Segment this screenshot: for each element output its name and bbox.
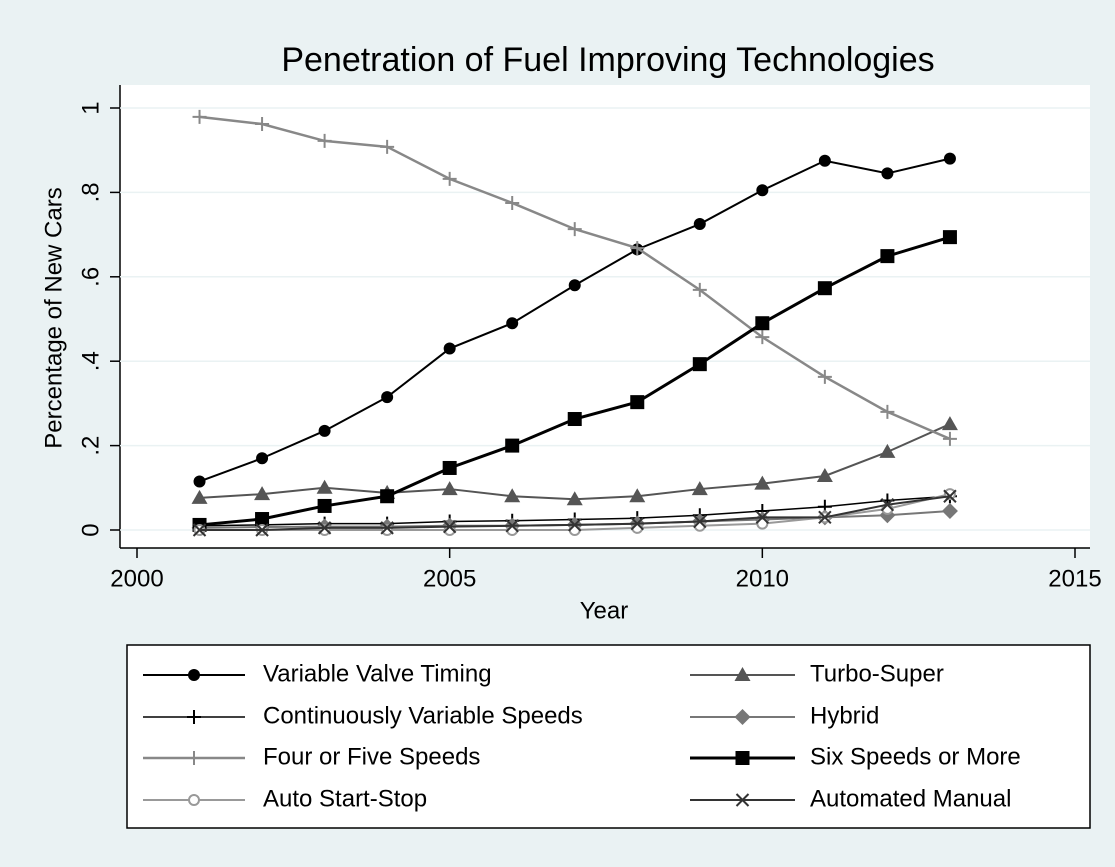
x-tick-label: 2005 xyxy=(423,565,476,592)
marker xyxy=(255,117,270,132)
legend-marker xyxy=(734,667,751,681)
marker xyxy=(880,404,895,419)
y-axis-title: Percentage of New Cars xyxy=(40,187,67,448)
plot-area xyxy=(120,85,1090,548)
legend-label: Automated Manual xyxy=(810,785,1011,812)
marker xyxy=(255,523,269,537)
marker xyxy=(630,516,644,531)
marker xyxy=(691,481,708,496)
marker xyxy=(316,479,333,494)
marker xyxy=(755,316,770,331)
marker xyxy=(255,512,270,527)
marker xyxy=(942,431,957,446)
marker xyxy=(505,519,519,533)
marker xyxy=(756,184,769,197)
marker xyxy=(192,109,207,124)
marker xyxy=(941,503,958,520)
marker xyxy=(881,167,894,180)
legend-marker xyxy=(735,793,750,807)
marker xyxy=(317,133,332,148)
marker xyxy=(942,230,957,245)
marker xyxy=(567,222,582,237)
x-tick-label: 2015 xyxy=(1048,565,1101,592)
marker xyxy=(193,475,206,488)
marker xyxy=(630,395,645,410)
marker xyxy=(317,521,332,535)
marker xyxy=(568,518,582,532)
marker xyxy=(254,486,271,501)
marker xyxy=(692,282,707,297)
marker xyxy=(755,510,770,525)
marker xyxy=(506,317,519,330)
marker xyxy=(943,152,956,165)
legend-label: Continuously Variable Speeds xyxy=(263,702,583,729)
marker xyxy=(755,330,770,345)
marker xyxy=(380,489,395,504)
y-tick-label: .8 xyxy=(77,182,104,202)
chart-title: Penetration of Fuel Improving Technologi… xyxy=(281,41,934,79)
marker xyxy=(817,281,832,296)
marker xyxy=(381,391,394,404)
y-tick-label: 1 xyxy=(77,101,104,114)
marker xyxy=(693,218,706,231)
legend-box xyxy=(126,644,1091,829)
legend-marker xyxy=(188,669,200,681)
marker xyxy=(192,523,207,537)
marker xyxy=(505,195,520,210)
x-axis-title: Year xyxy=(580,597,629,624)
legend-marker xyxy=(735,751,750,765)
x-tick-label: 2010 xyxy=(736,565,789,592)
marker xyxy=(191,489,208,504)
legend-marker xyxy=(188,794,200,806)
marker xyxy=(880,249,895,264)
legend-marker xyxy=(187,710,201,724)
marker xyxy=(629,488,646,503)
marker xyxy=(441,481,458,496)
marker xyxy=(256,452,269,465)
marker xyxy=(442,519,457,534)
y-tick-label: 0 xyxy=(77,523,104,536)
legend-label: Hybrid xyxy=(810,702,879,729)
marker xyxy=(630,241,645,256)
marker xyxy=(693,514,707,529)
legend-label: Auto Start-Stop xyxy=(263,785,427,812)
marker xyxy=(941,416,958,431)
marker xyxy=(504,488,521,503)
marker xyxy=(380,139,395,154)
marker xyxy=(568,279,581,292)
x-tick-label: 2000 xyxy=(110,565,163,592)
legend-label: Six Speeds or More xyxy=(810,743,1021,770)
marker xyxy=(818,510,832,525)
marker xyxy=(566,491,583,506)
y-tick-label: .6 xyxy=(77,267,104,287)
marker xyxy=(443,342,456,355)
marker xyxy=(817,369,832,384)
marker xyxy=(442,460,457,475)
marker xyxy=(505,438,520,453)
marker xyxy=(818,154,831,167)
legend-label: Variable Valve Timing xyxy=(263,660,492,687)
marker xyxy=(880,497,895,512)
marker xyxy=(816,467,833,482)
marker xyxy=(317,498,332,513)
marker xyxy=(943,489,957,503)
marker xyxy=(692,357,707,372)
legend-marker xyxy=(187,751,201,765)
marker xyxy=(318,424,331,437)
marker xyxy=(567,412,582,427)
marker xyxy=(380,521,394,535)
marker xyxy=(568,524,581,536)
legend-label: Turbo-Super xyxy=(810,660,944,687)
y-tick-label: .2 xyxy=(77,436,104,456)
marker xyxy=(879,443,896,458)
marker xyxy=(442,171,457,186)
y-tick-label: .4 xyxy=(77,351,104,371)
legend-label: Four or Five Speeds xyxy=(263,743,480,770)
marker xyxy=(754,475,771,490)
legend-marker xyxy=(734,709,751,725)
